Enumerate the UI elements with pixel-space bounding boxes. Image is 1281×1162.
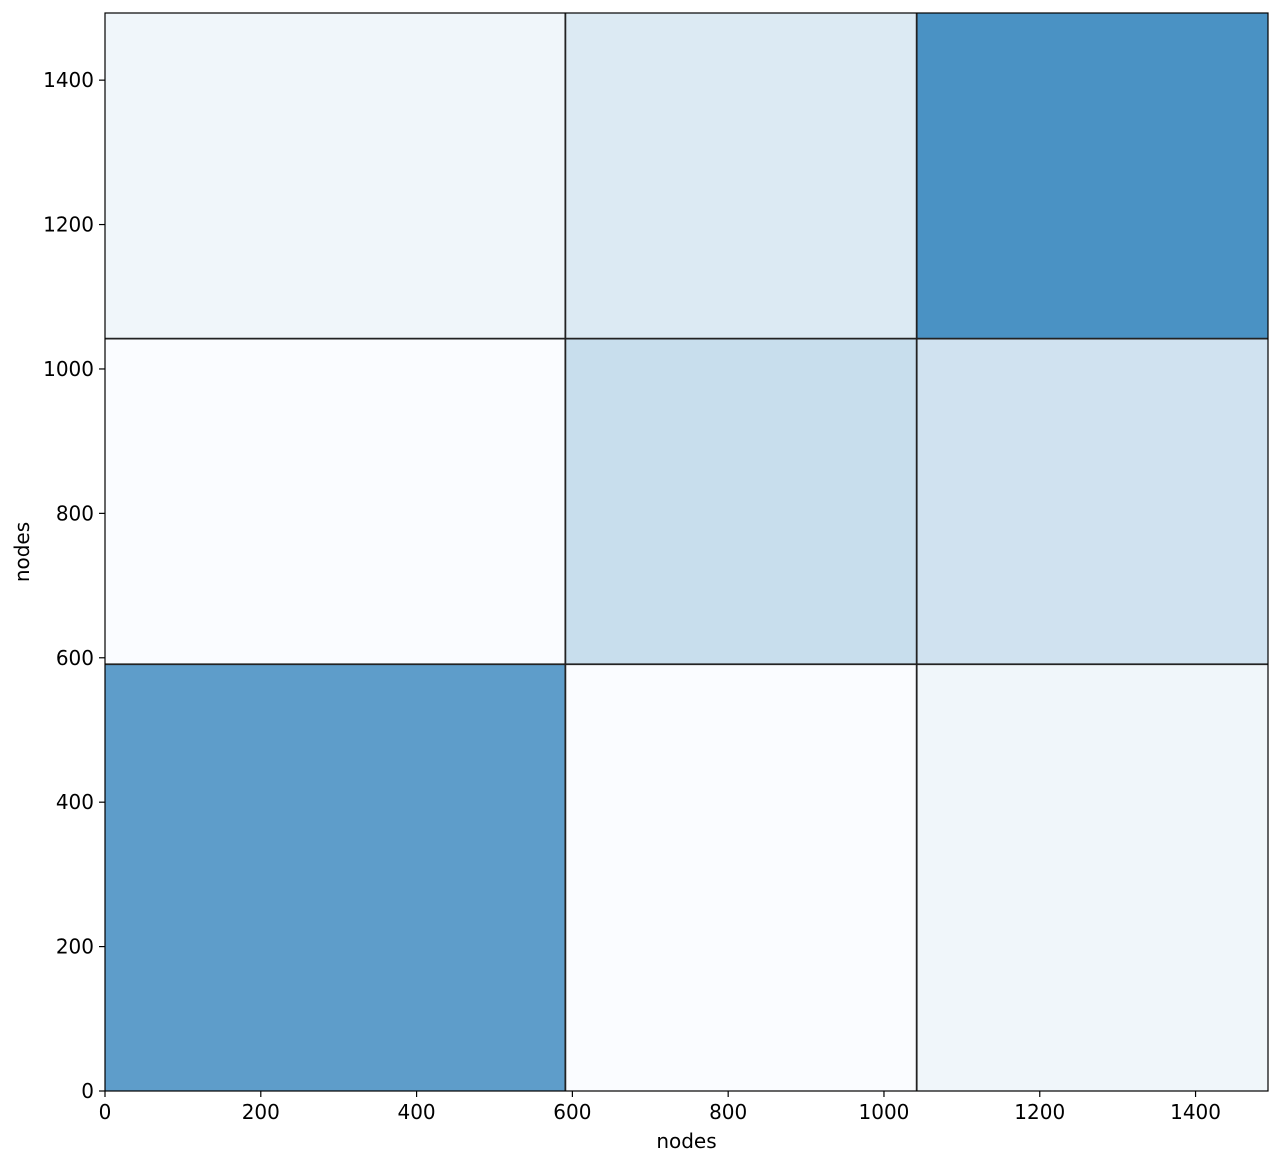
x-tick-label-1200: 1200 bbox=[1014, 1100, 1065, 1124]
x-tick-label-400: 400 bbox=[397, 1100, 435, 1124]
x-tick-label-1400: 1400 bbox=[1170, 1100, 1221, 1124]
heatmap-block-r2-c1 bbox=[565, 13, 917, 339]
heatmap-block-r1-c2 bbox=[916, 338, 1268, 665]
x-tick-label-1000: 1000 bbox=[859, 1100, 910, 1124]
heatmap-block-r2-c0 bbox=[105, 13, 566, 339]
y-tick-label-1400: 1400 bbox=[43, 68, 94, 92]
y-axis-ticks: 0 200 400 600 800 1000 1200 1400 bbox=[43, 68, 105, 1103]
plot-frame bbox=[104, 12, 1269, 1092]
y-axis-label: nodes bbox=[10, 522, 34, 582]
x-tick-label-0: 0 bbox=[99, 1100, 112, 1124]
y-tick-label-200: 200 bbox=[56, 935, 94, 959]
block-boundary-lines bbox=[105, 13, 1268, 1091]
heatmap-block-r0-c2 bbox=[916, 664, 1268, 1091]
y-tick-label-1200: 1200 bbox=[43, 213, 94, 237]
heatmap-block-r0-c1 bbox=[565, 664, 917, 1091]
x-tick-label-800: 800 bbox=[709, 1100, 747, 1124]
heatmap-block-r0-c0 bbox=[105, 664, 566, 1091]
y-tick-label-1000: 1000 bbox=[43, 357, 94, 381]
y-tick-label-400: 400 bbox=[56, 790, 94, 814]
x-tick-label-600: 600 bbox=[553, 1100, 591, 1124]
y-tick-label-800: 800 bbox=[56, 501, 94, 525]
x-tick-label-200: 200 bbox=[242, 1100, 280, 1124]
heatmap-block-r2-c2 bbox=[916, 13, 1268, 339]
y-tick-label-600: 600 bbox=[56, 646, 94, 670]
y-tick-label-0: 0 bbox=[81, 1079, 94, 1103]
x-axis-label: nodes bbox=[656, 1129, 716, 1153]
x-axis-ticks: 0 200 400 600 800 1000 1200 1400 bbox=[99, 1091, 1221, 1124]
heatmap-block-r1-c0 bbox=[105, 338, 566, 665]
heatmap-block-r1-c1 bbox=[565, 338, 917, 665]
heatmap-blocks bbox=[105, 13, 1268, 1091]
